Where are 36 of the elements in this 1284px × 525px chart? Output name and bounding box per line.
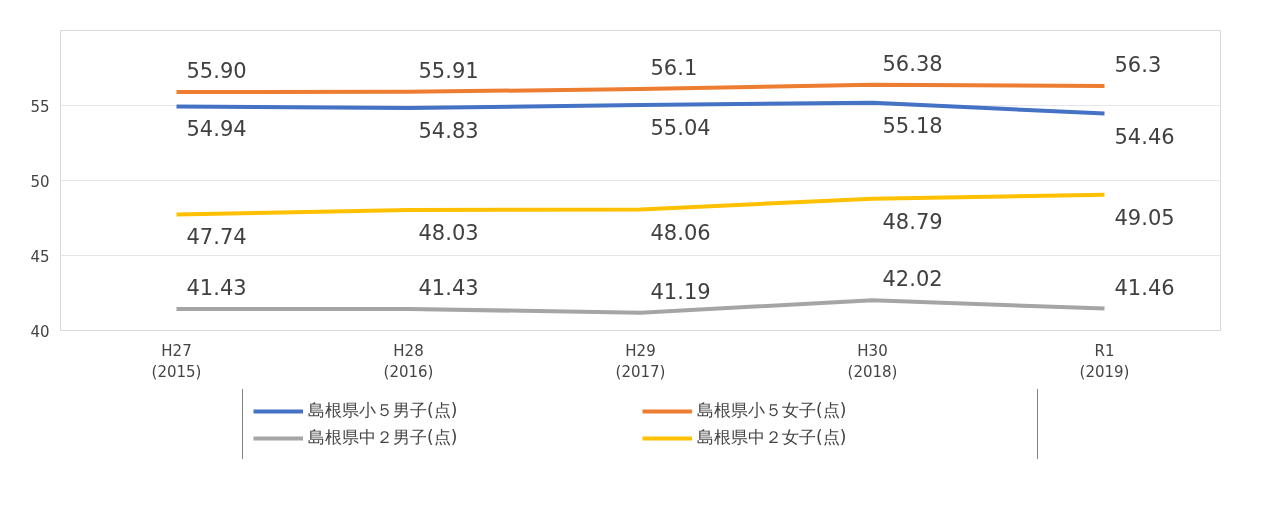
y-tick-label: 50 — [30, 172, 50, 191]
legend-label: 島根県中２女子(点) — [697, 426, 848, 449]
line-series — [174, 82, 1107, 94]
data-label: 42.02 — [882, 267, 943, 292]
data-label: 48.79 — [882, 209, 943, 234]
data-label: 41.19 — [650, 279, 711, 304]
x-tick-label: H28 (2016) — [383, 341, 434, 382]
x-tick-label: H30 (2018) — [847, 341, 898, 382]
data-label: 54.94 — [186, 117, 247, 142]
data-label: 56.3 — [1114, 53, 1162, 77]
data-label: 55.91 — [418, 58, 479, 83]
data-label: 55.90 — [186, 59, 247, 83]
legend-label: 島根県小５女子(点) — [697, 399, 848, 422]
data-label: 54.83 — [418, 119, 479, 144]
data-label: 41.46 — [1114, 275, 1175, 300]
data-label: 41.43 — [418, 276, 479, 301]
x-tick-label: H27 (2015) — [151, 341, 202, 382]
legend-label: 島根県小５男子(点) — [308, 399, 459, 422]
x-tick-label: R1 (2019) — [1079, 341, 1130, 382]
data-label: 48.03 — [418, 221, 479, 246]
data-label: 55.04 — [650, 115, 711, 140]
legend-label: 島根県中２男子(点) — [308, 426, 459, 449]
data-label: 41.43 — [186, 276, 247, 301]
y-tick-label: 55 — [30, 97, 50, 116]
data-label: 56.1 — [650, 56, 698, 80]
data-label: 55.18 — [882, 113, 943, 138]
line-series — [174, 298, 1107, 315]
line-series — [174, 100, 1107, 116]
y-tick-label: 40 — [30, 322, 50, 341]
x-tick-label: H29 (2017) — [615, 341, 666, 382]
data-label: 48.06 — [650, 220, 711, 245]
data-label: 47.74 — [186, 225, 247, 250]
data-label: 56.38 — [882, 51, 943, 76]
data-label: 49.05 — [1114, 205, 1175, 230]
data-label: 54.46 — [1114, 124, 1175, 149]
y-tick-label: 45 — [30, 247, 50, 266]
